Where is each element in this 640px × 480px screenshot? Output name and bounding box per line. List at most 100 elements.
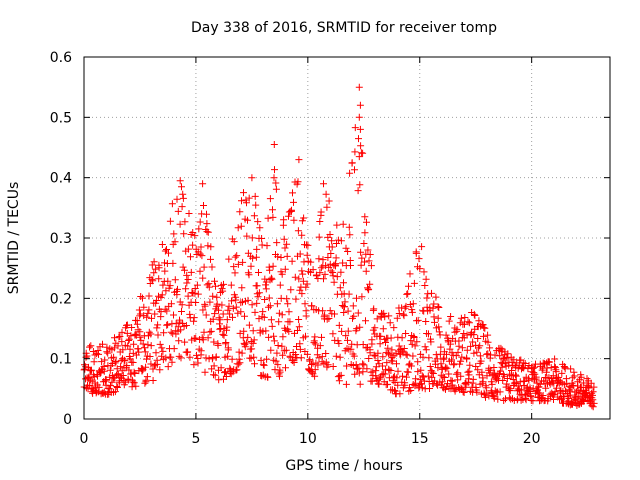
data-point [100,367,108,375]
data-point [415,255,423,263]
data-point [250,353,258,361]
data-point [167,328,175,336]
data-point [249,327,257,335]
data-point [422,346,430,354]
data-point [454,369,462,377]
data-point [359,368,367,376]
data-point [294,178,302,186]
data-point [190,314,198,322]
data-point [298,290,306,298]
data-point [366,280,374,288]
data-point [141,379,149,387]
data-point [509,376,517,383]
data-point [195,225,203,233]
data-point [530,369,538,377]
data-point [274,361,282,369]
data-point [325,315,333,322]
data-point [206,298,214,306]
data-point [223,352,231,360]
data-point [174,285,181,293]
data-point [267,316,275,324]
data-point [410,279,418,287]
data-point [401,381,409,389]
data-point [253,299,261,307]
data-point [328,237,336,245]
data-point [349,302,357,310]
data-point [130,368,138,376]
data-point [344,248,352,255]
data-point [166,282,174,290]
data-point [354,309,362,317]
data-point [585,384,593,392]
data-point [316,342,324,350]
x-tick-label: 15 [411,431,429,447]
data-point [315,255,323,263]
data-point [139,340,147,348]
data-point [470,331,478,339]
data-point [209,315,217,323]
data-point [181,266,188,274]
data-point [362,317,369,325]
data-point [236,359,244,367]
data-point [249,254,257,262]
data-point [329,363,337,370]
data-point [113,384,121,391]
data-point [187,268,195,276]
data-point [357,142,365,150]
data-point [566,391,574,399]
data-point [268,275,276,283]
data-point [421,343,429,351]
data-point [265,333,273,341]
data-point [245,321,253,329]
data-point [331,310,338,318]
data-point [551,363,559,371]
data-point [446,340,454,348]
data-point [184,245,192,253]
data-point [300,258,308,266]
data-point [436,331,444,339]
data-point [262,278,270,286]
data-point [399,349,407,357]
data-point [366,349,374,357]
data-point [213,300,221,308]
data-point [317,208,325,216]
data-point [590,399,598,407]
data-point [265,294,273,302]
data-point [358,254,366,262]
data-point [125,337,133,344]
data-point [355,113,363,121]
data-point [264,214,272,222]
data-point [216,325,224,333]
data-point [520,377,528,385]
data-point [352,361,360,369]
data-point [379,353,387,361]
data-point [345,223,353,231]
data-point [355,153,363,161]
data-point [325,263,333,271]
data-point [371,324,379,332]
data-point [399,310,407,318]
data-point [281,244,289,252]
data-point [184,276,192,283]
data-point [372,367,380,375]
data-point [342,380,350,388]
data-point [347,345,355,353]
data-point [228,355,236,363]
data-point [361,258,368,266]
data-point [393,360,400,368]
data-point [145,328,153,336]
data-point [356,380,364,388]
data-point [379,325,387,333]
data-point [359,149,367,157]
data-point [254,218,262,226]
data-point [363,218,370,226]
data-point [256,224,264,232]
data-point [257,356,265,364]
data-point [158,344,166,352]
data-point [198,252,206,260]
data-point [431,318,438,326]
data-point [412,375,420,383]
data-point [381,313,389,321]
data-point [436,350,444,358]
data-point [314,361,322,369]
